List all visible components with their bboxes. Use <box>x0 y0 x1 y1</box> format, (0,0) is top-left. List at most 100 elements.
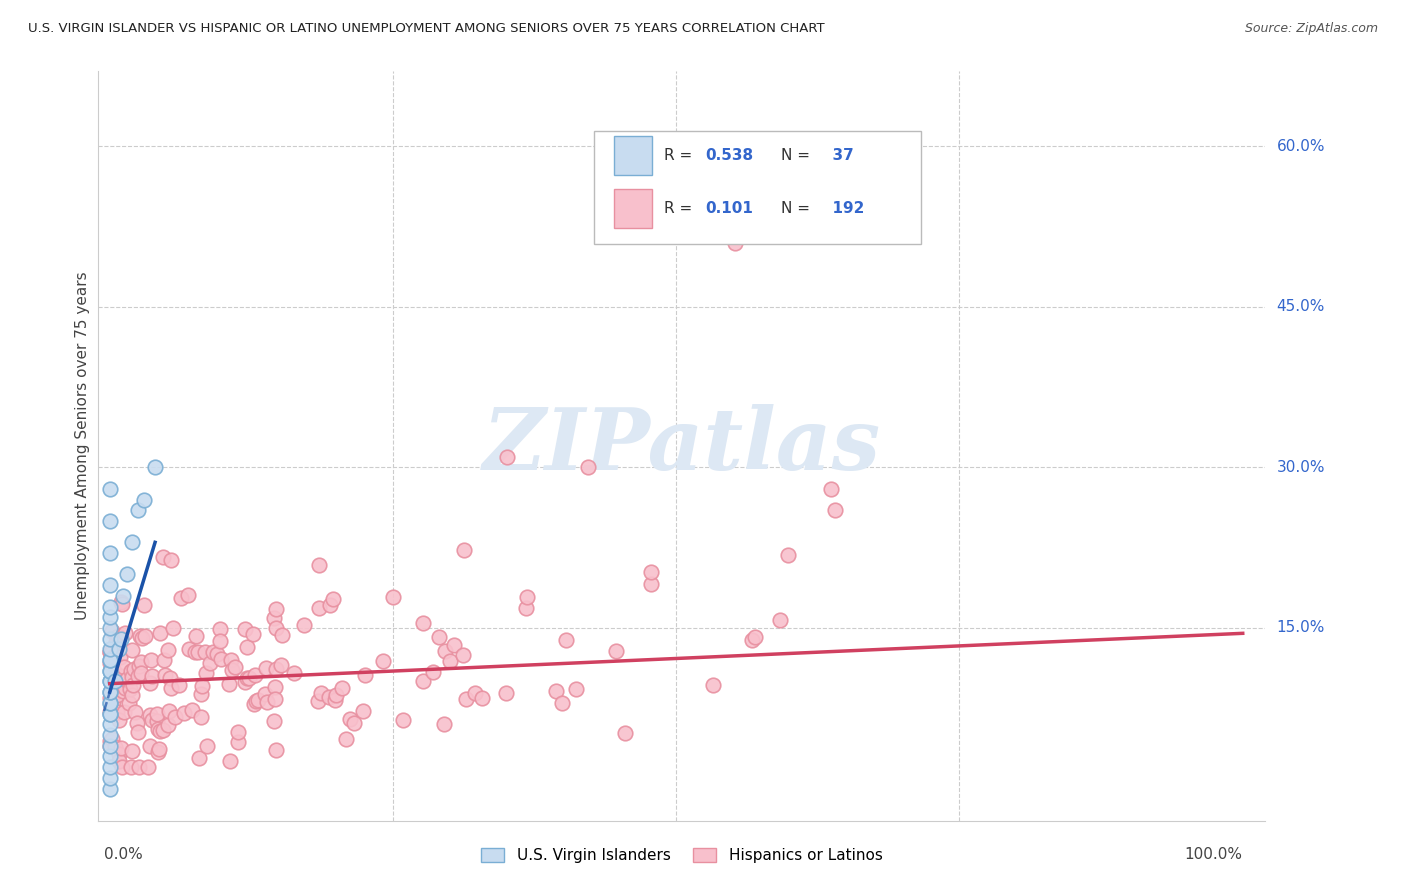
Point <box>146 745 169 759</box>
Point <box>98 749 121 764</box>
Point <box>221 664 243 678</box>
Point <box>132 598 155 612</box>
Point <box>98 739 121 753</box>
Point <box>103 651 125 665</box>
Point <box>101 731 124 746</box>
Y-axis label: Unemployment Among Seniors over 75 years: Unemployment Among Seniors over 75 years <box>75 272 90 620</box>
Text: 0.0%: 0.0% <box>104 847 143 863</box>
Point <box>108 754 131 768</box>
Text: 0.538: 0.538 <box>706 148 754 162</box>
Point <box>181 703 204 717</box>
Point <box>264 743 287 757</box>
Point <box>132 492 155 507</box>
Point <box>173 706 195 721</box>
Point <box>245 694 267 708</box>
Point <box>111 598 134 612</box>
Point <box>308 601 330 615</box>
Point <box>98 781 121 796</box>
Point <box>242 627 264 641</box>
Point <box>495 686 517 700</box>
Point <box>98 610 121 624</box>
Point <box>98 734 121 748</box>
Point <box>98 632 121 646</box>
Point <box>115 673 138 688</box>
Point <box>443 638 465 652</box>
Point <box>108 747 131 761</box>
Point <box>170 591 193 605</box>
Point <box>138 707 160 722</box>
Point <box>309 686 332 700</box>
Point <box>111 669 134 683</box>
Point <box>778 548 800 562</box>
Point <box>235 640 257 654</box>
Point <box>640 577 662 591</box>
Point <box>233 674 256 689</box>
Point <box>264 622 287 636</box>
Point <box>98 771 121 785</box>
Point <box>152 723 174 737</box>
Text: N =: N = <box>782 201 815 216</box>
Point <box>98 653 121 667</box>
Point <box>741 632 763 647</box>
Point <box>98 674 121 689</box>
Point <box>141 713 163 727</box>
Point <box>105 705 128 719</box>
Point <box>247 693 270 707</box>
Point <box>576 460 599 475</box>
Point <box>226 734 249 748</box>
Point <box>292 618 315 632</box>
Point <box>98 685 121 699</box>
Point <box>218 677 240 691</box>
Point <box>148 742 170 756</box>
Point <box>451 648 474 662</box>
Point <box>110 741 132 756</box>
Point <box>98 599 121 614</box>
Point <box>108 642 131 657</box>
Point <box>224 660 246 674</box>
Point <box>160 553 183 567</box>
Point <box>131 631 153 645</box>
Point <box>103 695 125 709</box>
Point <box>256 695 278 709</box>
Text: U.S. VIRGIN ISLANDER VS HISPANIC OR LATINO UNEMPLOYMENT AMONG SENIORS OVER 75 YE: U.S. VIRGIN ISLANDER VS HISPANIC OR LATI… <box>28 22 825 36</box>
Point <box>339 712 361 726</box>
Point <box>98 674 121 689</box>
Point <box>412 616 434 631</box>
Point <box>100 646 122 660</box>
Point <box>98 642 121 657</box>
Point <box>546 684 568 698</box>
Point <box>98 514 121 528</box>
Point <box>149 724 172 739</box>
Text: ZIPatlas: ZIPatlas <box>482 404 882 488</box>
Point <box>98 653 121 667</box>
Point <box>98 760 121 774</box>
Point <box>236 671 259 685</box>
Point <box>107 629 129 643</box>
Point <box>464 686 486 700</box>
Point <box>429 630 451 644</box>
Point <box>551 697 574 711</box>
Point <box>373 654 395 668</box>
Point <box>98 482 121 496</box>
Point <box>98 664 121 678</box>
Point <box>270 658 292 673</box>
Point <box>184 628 207 642</box>
Point <box>187 645 209 659</box>
Point <box>516 590 538 604</box>
Point <box>104 674 127 689</box>
Point <box>114 626 136 640</box>
Point <box>820 482 842 496</box>
Point <box>122 678 145 692</box>
Point <box>98 706 121 721</box>
Point <box>120 760 142 774</box>
Point <box>122 662 145 676</box>
Point <box>323 693 346 707</box>
Text: R =: R = <box>665 148 697 162</box>
Point <box>412 673 434 688</box>
Point <box>98 717 121 731</box>
Point <box>98 578 121 592</box>
Point <box>153 668 176 682</box>
Point <box>381 591 404 605</box>
Point <box>226 725 249 739</box>
Point <box>98 621 121 635</box>
